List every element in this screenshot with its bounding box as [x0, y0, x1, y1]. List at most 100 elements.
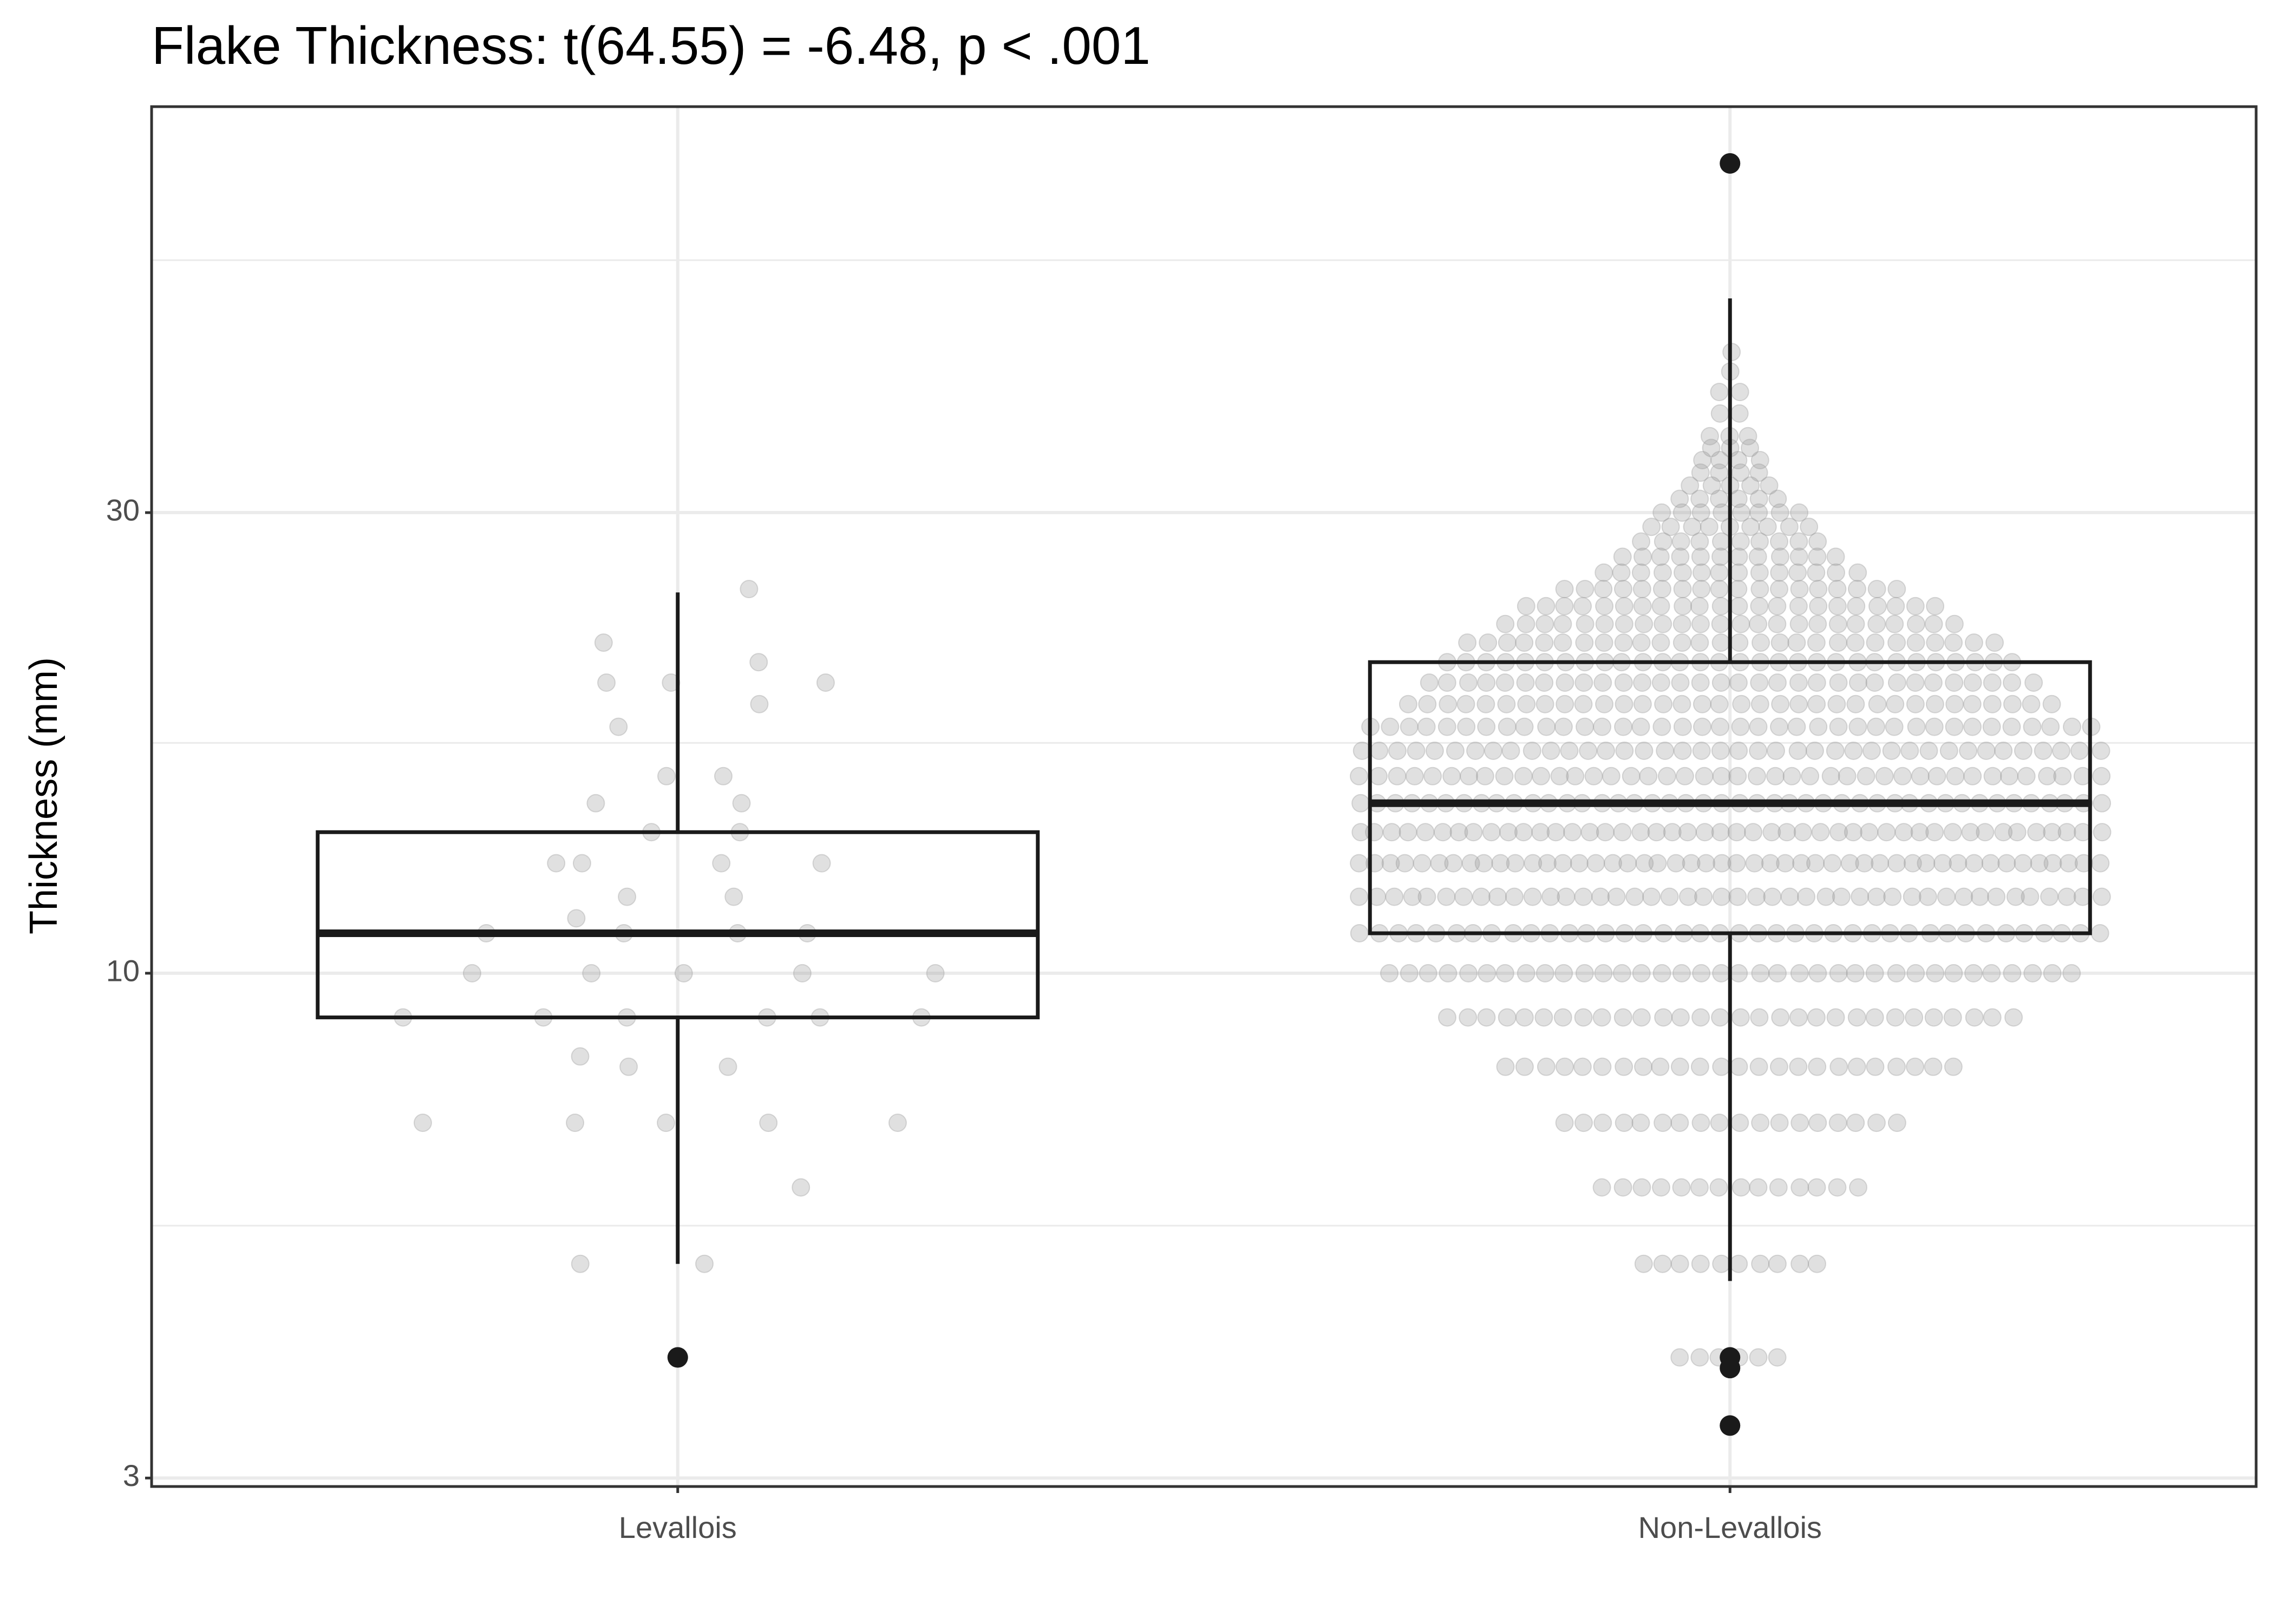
data-point: [2014, 854, 2033, 873]
data-point: [618, 887, 637, 906]
data-point: [1579, 741, 1598, 760]
data-point: [2057, 823, 2076, 842]
data-point: [1499, 823, 1518, 842]
data-point: [2021, 887, 2040, 906]
data-point: [1924, 614, 1943, 633]
data-point: [1887, 633, 1906, 652]
data-point: [1671, 547, 1690, 566]
data-point: [1792, 854, 1811, 873]
data-point: [1613, 1178, 1632, 1197]
data-point: [1433, 823, 1452, 842]
data-point: [1906, 1057, 1925, 1076]
data-point: [1983, 767, 2002, 785]
data-point: [1576, 614, 1595, 633]
data-point: [1731, 1008, 1750, 1027]
data-point: [1615, 741, 1634, 760]
data-point: [1420, 673, 1439, 692]
data-point: [1531, 823, 1550, 842]
data-point: [1635, 614, 1654, 633]
data-point: [1661, 518, 1680, 536]
data-point: [1964, 964, 1983, 983]
data-point: [1887, 1114, 1906, 1132]
data-point: [1865, 1008, 1884, 1027]
box-group: [316, 580, 1040, 1368]
data-point: [1751, 964, 1770, 983]
data-point: [1768, 489, 1787, 508]
data-point: [2038, 767, 2057, 785]
data-point: [1672, 633, 1691, 652]
data-point: [1964, 633, 1983, 652]
data-point: [1749, 1057, 1768, 1076]
box: [316, 830, 1040, 1019]
data-point: [1654, 1008, 1673, 1027]
data-point: [1770, 532, 1789, 551]
data-point: [413, 1114, 432, 1132]
data-point: [1482, 823, 1501, 842]
data-point: [1999, 767, 2018, 785]
data-point: [1538, 854, 1557, 873]
data-point: [1691, 614, 1710, 633]
data-point: [1670, 1348, 1689, 1367]
data-point: [1498, 1008, 1517, 1027]
data-point: [1388, 767, 1407, 785]
data-point: [718, 1057, 737, 1076]
data-point: [1729, 580, 1748, 599]
data-point: [1695, 823, 1714, 842]
data-point: [1729, 673, 1748, 692]
data-point: [1614, 673, 1633, 692]
data-point: [1535, 614, 1554, 633]
data-point: [1866, 1057, 1885, 1076]
data-point: [1710, 383, 1729, 402]
data-point: [1691, 547, 1710, 566]
data-point: [2023, 717, 2042, 736]
data-point: [1702, 476, 1721, 495]
data-point: [1807, 563, 1826, 582]
data-point: [1729, 547, 1748, 566]
data-point: [1595, 633, 1613, 652]
data-point: [1592, 1008, 1611, 1027]
data-point: [1731, 532, 1750, 551]
data-point: [1710, 717, 1729, 736]
data-point: [1651, 597, 1670, 615]
data-point: [1690, 1057, 1709, 1076]
data-point: [1475, 767, 1494, 785]
data-point: [1697, 854, 1716, 873]
y-axis-title: Thickness (mm): [22, 657, 66, 934]
data-point: [792, 1178, 811, 1197]
data-point: [1730, 404, 1749, 423]
data-point: [1690, 532, 1709, 551]
data-point: [1808, 614, 1827, 633]
data-point: [1419, 964, 1437, 983]
data-point: [1672, 614, 1691, 633]
data-point: [1632, 580, 1651, 599]
data-point: [1730, 383, 1749, 402]
data-point: [1652, 1178, 1671, 1197]
data-point: [1750, 450, 1769, 469]
data-point: [1886, 695, 1905, 713]
data-point: [2023, 964, 2042, 983]
data-point: [594, 633, 613, 652]
data-point: [1847, 580, 1866, 599]
data-point: [1632, 1178, 1651, 1197]
data-point: [1654, 695, 1673, 713]
data-point: [1566, 767, 1585, 785]
data-point: [1693, 450, 1712, 469]
data-point: [1749, 717, 1768, 736]
data-point: [1944, 964, 1963, 983]
data-point: [1674, 597, 1693, 615]
data-point: [1651, 1057, 1670, 1076]
data-point: [1768, 673, 1787, 692]
data-point: [1807, 673, 1826, 692]
data-point: [1829, 673, 1848, 692]
outlier: [1720, 1358, 1741, 1379]
data-point: [1750, 532, 1769, 551]
data-point: [1458, 633, 1477, 652]
data-point: [1437, 717, 1456, 736]
data-point: [1925, 823, 1944, 842]
data-point: [1847, 1057, 1866, 1076]
data-point: [2004, 1008, 2023, 1027]
data-point: [1584, 767, 1603, 785]
data-point: [1711, 1008, 1730, 1027]
data-point: [1860, 823, 1879, 842]
data-point: [1515, 633, 1534, 652]
